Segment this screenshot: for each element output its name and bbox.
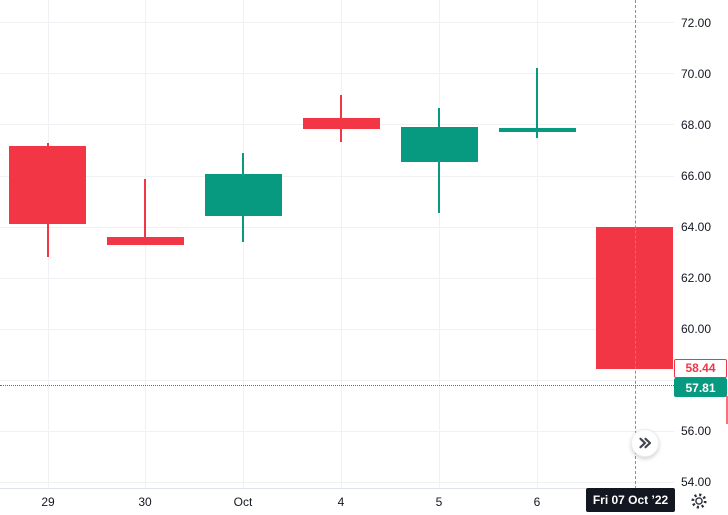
v-gridline <box>341 0 342 488</box>
current-price-label: 57.81 <box>674 378 727 397</box>
candle-body <box>400 127 478 162</box>
price-tick-label: 68.00 <box>681 118 712 132</box>
h-gridline <box>0 278 674 279</box>
right-edge-marker <box>726 396 728 424</box>
price-tick-label: 60.00 <box>681 322 712 336</box>
price-axis[interactable]: 72.00 70.00 68.00 66.00 64.00 62.00 60.00 56.00… <box>674 0 728 489</box>
v-gridline <box>537 0 538 488</box>
h-gridline <box>0 431 674 432</box>
candle-body <box>9 145 86 224</box>
crosshair-vertical-line <box>635 0 636 488</box>
price-tick-label: 56.00 <box>681 424 712 438</box>
time-tick-label: 30 <box>138 495 152 509</box>
price-tick-label: 72.00 <box>681 16 712 30</box>
last-close-price-value: 58.44 <box>685 361 716 375</box>
time-tick-label: 29 <box>41 495 55 509</box>
time-tick-label: 6 <box>533 495 541 509</box>
candle-body <box>302 118 380 130</box>
h-gridline <box>0 380 674 381</box>
h-gridline <box>0 329 674 330</box>
price-tick-label: 64.00 <box>681 220 712 234</box>
crosshair-date-badge: Fri 07 Oct ’22 <box>586 488 675 512</box>
last-close-price-label: 58.44 <box>674 359 727 378</box>
time-axis[interactable]: 29 30 Oct 4 5 6 Fri 07 Oct ’22 <box>0 488 728 515</box>
time-tick-label: Oct <box>233 495 253 509</box>
candle-wick <box>144 179 147 246</box>
v-gridline <box>243 0 244 488</box>
scroll-to-latest-button[interactable] <box>631 429 659 457</box>
chart-settings-button[interactable] <box>689 491 709 511</box>
h-gridline <box>0 22 674 23</box>
chart-pane[interactable] <box>0 0 674 489</box>
current-price-dotted-line <box>0 385 674 386</box>
price-tick-label: 54.00 <box>681 475 712 489</box>
candle-body <box>596 227 674 369</box>
v-gridline <box>439 0 440 488</box>
h-gridline <box>0 73 674 74</box>
time-tick-label: 4 <box>337 495 345 509</box>
candle-body <box>498 128 576 132</box>
candle-body <box>204 173 282 217</box>
price-tick-label: 62.00 <box>681 271 712 285</box>
time-tick-label: 5 <box>435 495 443 509</box>
current-price-value: 57.81 <box>685 381 716 395</box>
price-tick-label: 70.00 <box>681 67 712 81</box>
h-gridline <box>0 176 674 177</box>
price-tick-label: 66.00 <box>681 169 712 183</box>
h-gridline <box>0 482 674 483</box>
gear-icon <box>690 492 708 510</box>
h-gridline <box>0 227 674 228</box>
double-chevron-right-icon <box>637 435 653 451</box>
v-gridline <box>48 0 49 488</box>
candle-body <box>106 236 184 246</box>
candle-wick <box>536 67 538 138</box>
